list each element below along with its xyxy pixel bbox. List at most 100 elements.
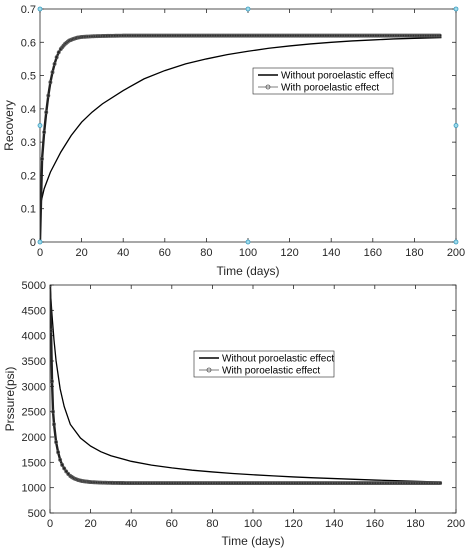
y-tick-label: 0.5 xyxy=(21,71,36,83)
x-tick-label: 20 xyxy=(75,247,87,259)
series-point-with-poroelastic xyxy=(75,35,80,40)
plot-area xyxy=(39,8,457,243)
y-tick-label: 0 xyxy=(30,237,36,249)
x-tick-label: 160 xyxy=(366,518,384,530)
legend-swatch-marker xyxy=(265,84,271,90)
cyan-marker xyxy=(245,239,251,245)
y-axis-label: Recovery xyxy=(2,100,16,151)
x-tick-label: 200 xyxy=(447,518,465,530)
series-group xyxy=(40,33,442,242)
y-tick-label: 3000 xyxy=(22,381,46,393)
series-point-with-poroelastic xyxy=(42,130,47,135)
series-point-with-poroelastic xyxy=(46,93,51,98)
y-tick-label: 4000 xyxy=(22,331,46,343)
cyan-marker xyxy=(453,239,459,245)
y-tick-label: 0.3 xyxy=(21,137,36,149)
cyan-marker xyxy=(453,123,459,128)
series-line-without-poroelastic xyxy=(50,285,442,483)
y-axis-label: Prssure(psi) xyxy=(3,367,17,432)
series-point-with-poroelastic xyxy=(436,33,441,38)
series-point-with-poroelastic xyxy=(56,450,61,455)
x-tick-label: 200 xyxy=(447,247,465,259)
x-tick-label: 80 xyxy=(206,518,218,530)
series-group xyxy=(50,285,443,486)
legend-label: Without poroelastic effect xyxy=(222,354,334,365)
x-tick-label: 40 xyxy=(125,518,137,530)
cyan-marker xyxy=(37,123,43,128)
legend-label: With poroelastic effect xyxy=(281,83,379,94)
series-point-with-poroelastic xyxy=(83,479,88,484)
x-tick-label: 0 xyxy=(37,247,43,259)
cyan-marker xyxy=(245,6,251,12)
x-tick-label: 100 xyxy=(239,247,257,259)
series-line-without-poroelastic xyxy=(40,36,442,242)
x-axis-label: Time (days) xyxy=(217,264,280,278)
series-point-with-poroelastic xyxy=(62,466,67,471)
series-point-with-poroelastic xyxy=(52,61,57,66)
x-tick-label: 80 xyxy=(200,247,212,259)
y-tick-label: 5000 xyxy=(22,280,46,292)
cyan-marker xyxy=(453,6,459,12)
series-point-with-poroelastic xyxy=(56,50,61,55)
y-tick-label: 0.6 xyxy=(21,37,36,49)
y-tick-label: 1500 xyxy=(22,457,46,469)
x-tick-label: 120 xyxy=(284,518,302,530)
plot-area xyxy=(49,284,457,514)
series-point-with-poroelastic xyxy=(437,33,442,38)
y-tick-label: 2000 xyxy=(22,432,46,444)
x-tick-label: 140 xyxy=(322,247,340,259)
x-tick-label: 0 xyxy=(47,518,53,530)
x-tick-label: 100 xyxy=(244,518,262,530)
legend-box xyxy=(193,350,335,378)
series-point-with-poroelastic xyxy=(50,328,53,333)
recovery-chart: 0 20 40 60 80 100 120 140 160 180 200 0 0.1 0.2 0.3 0.4… xyxy=(2,4,465,278)
series-point-with-poroelastic xyxy=(438,481,443,486)
cyan-marker xyxy=(37,6,43,12)
y-tick-label: 2500 xyxy=(22,407,46,419)
x-tick-label: 60 xyxy=(159,247,171,259)
series-point-with-poroelastic xyxy=(50,285,52,287)
series-point-with-poroelastic xyxy=(436,481,441,486)
series-point-with-poroelastic xyxy=(84,479,89,484)
x-tick-label: 180 xyxy=(406,518,424,530)
series-point-with-poroelastic xyxy=(50,379,54,384)
series-point-with-poroelastic xyxy=(50,70,55,75)
y-tick-label: 0.7 xyxy=(21,4,36,16)
series-point-with-poroelastic xyxy=(81,479,86,484)
y-tick-label: 500 xyxy=(28,508,46,520)
x-tick-label: 20 xyxy=(84,518,96,530)
series-point-with-poroelastic xyxy=(64,469,69,474)
series-point-with-poroelastic xyxy=(54,55,59,60)
series-point-with-poroelastic xyxy=(44,110,49,115)
legend-label: With poroelastic effect xyxy=(222,366,320,377)
series-point-with-poroelastic xyxy=(66,472,71,476)
y-tick-label: 1000 xyxy=(22,483,46,495)
cyan-marker xyxy=(37,239,43,245)
legend-label: Without poroelastic effect xyxy=(281,71,393,82)
x-tick-label: 40 xyxy=(117,247,129,259)
y-tick-label: 0.2 xyxy=(21,170,36,182)
series-point-with-poroelastic xyxy=(51,409,56,414)
series-point-with-poroelastic xyxy=(48,80,53,85)
legend-box xyxy=(252,67,394,95)
series-point-with-poroelastic xyxy=(80,479,85,484)
series-point-with-poroelastic xyxy=(52,422,57,427)
series-point-with-poroelastic xyxy=(85,479,90,484)
x-tick-label: 180 xyxy=(405,247,423,259)
y-tick-label: 3500 xyxy=(22,356,46,368)
legend-swatch-marker xyxy=(206,367,212,373)
y-tick-label: 4500 xyxy=(22,305,46,317)
x-tick-label: 120 xyxy=(280,247,298,259)
series-point-with-poroelastic xyxy=(60,462,65,467)
series-point-with-poroelastic xyxy=(58,457,63,462)
x-tick-label: 60 xyxy=(166,518,178,530)
series-point-with-poroelastic xyxy=(54,440,59,445)
x-tick-label: 140 xyxy=(325,518,343,530)
series-point-with-poroelastic xyxy=(40,156,45,161)
y-tick-label: 0.4 xyxy=(21,104,36,116)
y-tick-label: 0.1 xyxy=(21,204,36,216)
x-tick-label: 160 xyxy=(364,247,382,259)
